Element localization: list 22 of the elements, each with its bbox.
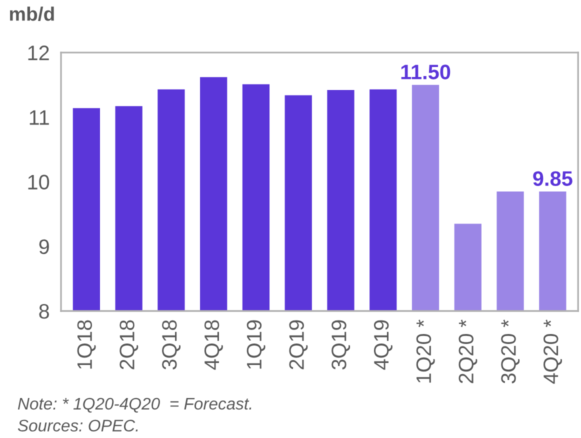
x-tick-label: 4Q18: [204, 320, 223, 370]
x-tick-label: 2Q19: [289, 320, 308, 370]
x-tick-label: 4Q20 *: [544, 320, 562, 384]
x-tick-label: 2Q20 *: [458, 320, 478, 384]
x-tick-label: 1Q20 *: [416, 320, 435, 383]
x-tick-label: 2Q18: [120, 320, 138, 370]
y-tick-label: 12: [28, 46, 49, 60]
y-tick-label: 11: [30, 110, 49, 125]
y-tick-label: 9: [39, 239, 49, 254]
source-note: Sources: OPEC.: [18, 420, 138, 432]
y-tick-label: 10: [28, 174, 50, 190]
text: Note: * 1Q20-4Q20 = Forecast.: [18, 398, 252, 413]
y-tick-label: 8: [39, 304, 49, 319]
data-label: 9.85: [533, 171, 572, 186]
x-tick-label: 1Q18: [77, 320, 96, 369]
x-tick-label: 4Q19: [374, 320, 392, 370]
data-label: 11.50: [401, 64, 450, 80]
x-tick-label: 1Q19: [246, 320, 266, 369]
x-tick-label: 3Q18: [162, 320, 181, 370]
y-axis-title: mb/d: [10, 6, 54, 22]
x-tick-label: 3Q20 *: [501, 320, 520, 384]
x-tick-label: 3Q19: [332, 320, 350, 370]
